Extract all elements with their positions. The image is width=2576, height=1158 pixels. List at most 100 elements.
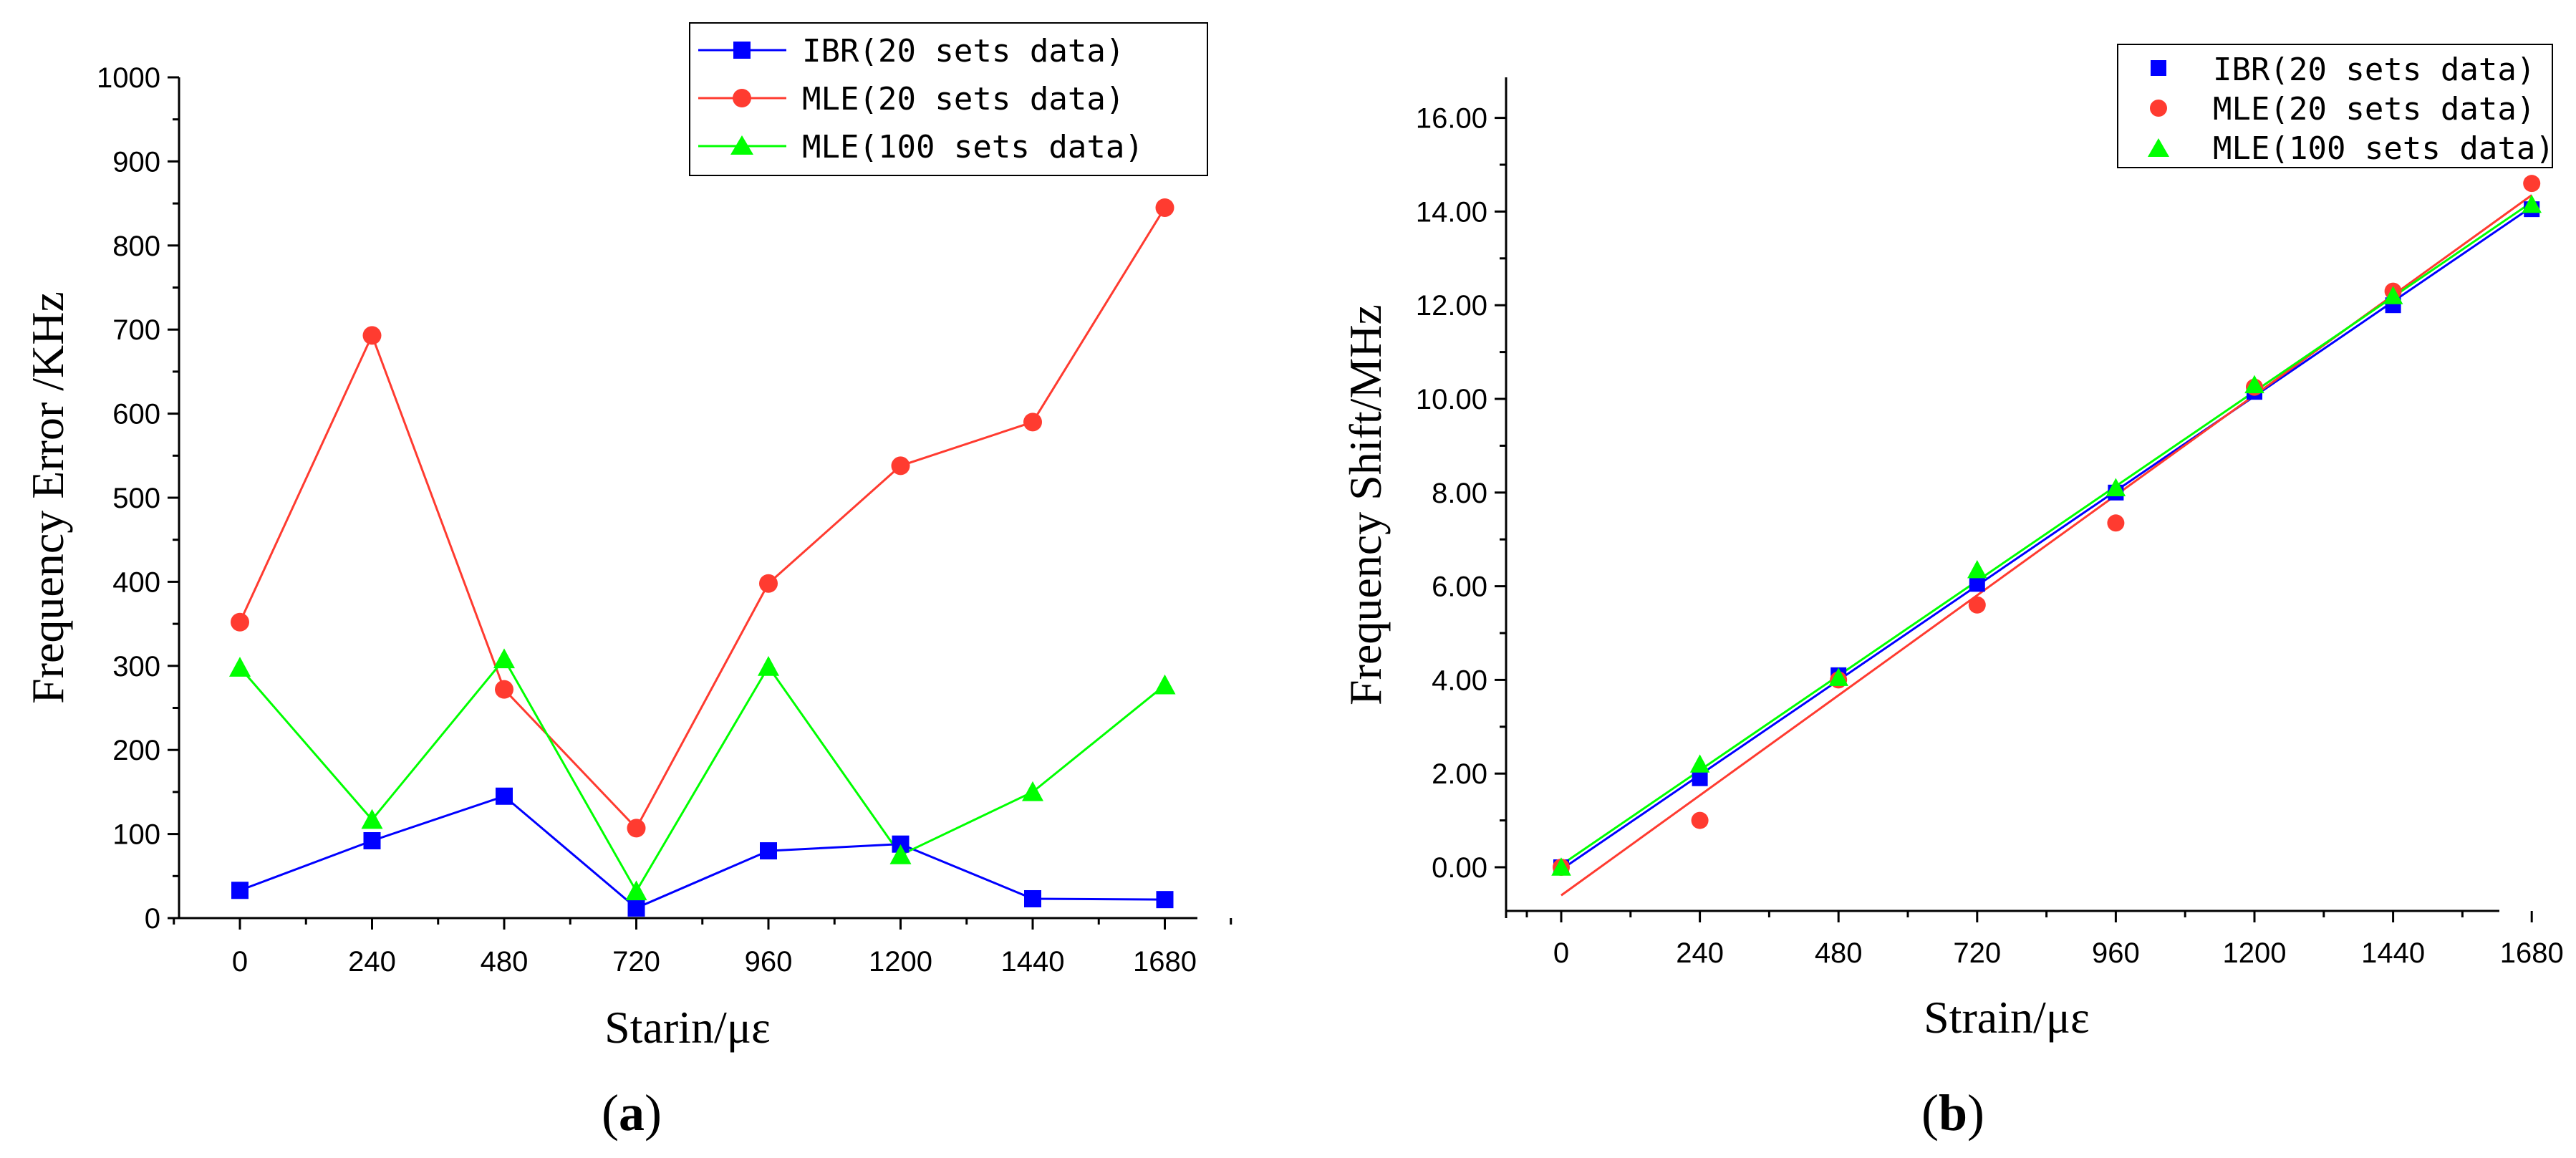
panel-a-point-mle100: [361, 809, 383, 829]
panel-b-legend-label-mle100: MLE(100 sets data): [2213, 130, 2555, 167]
panel-a-point-mle20: [1023, 412, 1042, 432]
panel-b-point-mle100: [2105, 478, 2126, 496]
panel-b-legend-marker-mle20: [2150, 100, 2167, 117]
panel-a-point-ibr20: [231, 882, 249, 899]
panel-b-point-mle20: [1968, 596, 1986, 614]
panel-a-point-mle20: [362, 326, 382, 345]
panel-b-ytick-label: 6.00: [1432, 571, 1487, 603]
panel-a-point-ibr20: [1024, 889, 1041, 907]
panel-a-point-mle100: [1022, 781, 1043, 801]
panel-a-series-line-mle100: [238, 657, 1166, 894]
panel-b-ytick-label: 12.00: [1416, 290, 1487, 322]
panel-a-ytick-label: 400: [112, 566, 160, 598]
panel-a-xtick-label: 1200: [869, 946, 932, 978]
panel-a-chart: 0 100 200 300 400 500 600 700 800 900 1000 0 240 480…: [22, 22, 1232, 1142]
panel-a-point-ibr20: [496, 787, 513, 805]
panel-a-point-mle20: [1155, 198, 1174, 217]
panel-a-xtick-label: 1680: [1133, 946, 1197, 978]
panel-b-point-mle20: [2523, 175, 2541, 193]
panel-a-point-mle20: [231, 612, 249, 632]
panel-a-legend-label-ibr: IBR(20 sets data): [802, 33, 1124, 69]
panel-a-point-mle100: [229, 657, 251, 677]
panel-b-ylabel: Frequency Shift/MHz: [1340, 304, 1391, 705]
panel-a-point-mle100: [625, 880, 647, 901]
panel-b-fit-line-mle100: [1560, 201, 2533, 866]
panel-b-legend-box: [2117, 44, 2553, 168]
panel-a-legend-label-mle20: MLE(20 sets data): [802, 81, 1124, 117]
panel-b-point-mle20: [2107, 514, 2125, 532]
panel-a-xlabel: Starin/με: [604, 1002, 771, 1053]
panel-a-point-mle100: [493, 648, 515, 669]
panel-a-ylabel: Frequency Error /KHz: [22, 291, 73, 704]
panel-b-point-mle20: [1691, 811, 1709, 829]
panel-a-point-mle100: [1154, 674, 1176, 695]
panel-b-ytick-label: 0.00: [1432, 852, 1487, 884]
panel-b-point-mle100: [1828, 667, 1848, 686]
panel-b-xlabel: Strain/με: [1924, 992, 2090, 1043]
panel-a-point-mle20: [495, 680, 513, 699]
panel-a-ytick-label: 1000: [97, 62, 160, 94]
panel-a-ytick-label: 700: [112, 314, 160, 346]
panel-a-legend-marker-mle100: [730, 135, 753, 155]
panel-b-point-mle100: [2383, 286, 2403, 304]
panel-a-legend-marker-mle20: [733, 89, 751, 107]
panel-b-label: (b): [1921, 1084, 1984, 1142]
panel-a-point-mle100: [889, 844, 912, 864]
panel-a-legend: IBR(20 sets data) MLE(20 sets data) MLE(…: [689, 22, 1208, 176]
panel-a-xtick-label: 1440: [1001, 946, 1065, 978]
panel-a-point-mle100: [758, 655, 779, 676]
panel-b-xtick-label: 480: [1815, 937, 1863, 969]
panel-a-xtick-label: 960: [745, 946, 793, 978]
panel-a-label: (a): [602, 1084, 662, 1142]
panel-b-legend-marker-mle100: [2148, 138, 2169, 157]
panel-a-point-ibr20: [760, 842, 777, 860]
panel-b-legend-label-ibr: IBR(20 sets data): [2213, 52, 2535, 88]
panel-a-ytick-label: 100: [112, 819, 160, 851]
panel-a-point-mle20: [891, 456, 910, 476]
panel-a-legend-marker-ibr: [733, 42, 751, 59]
panel-b-ytick-label: 10.00: [1416, 384, 1487, 415]
panel-a-xtick-label: 720: [612, 946, 660, 978]
panel-b-point-mle100: [2244, 375, 2264, 394]
panel-b-letter: b: [1939, 1084, 1967, 1142]
panel-a-ytick-label: 300: [112, 651, 160, 682]
panel-b-legend-marker-ibr: [2151, 60, 2166, 76]
panel-b-point-ibr20: [1969, 576, 1985, 592]
panel-b-ytick-label: 2.00: [1432, 758, 1487, 790]
panel-b-xtick-label: 720: [1953, 937, 2001, 969]
panel-a-point-mle20: [759, 574, 778, 593]
panel-a-xtick-label: 240: [348, 946, 396, 978]
panel-a-ytick-label: 800: [112, 231, 160, 262]
panel-b-ytick-label: 4.00: [1432, 665, 1487, 696]
panel-b-ytick-label: 14.00: [1416, 196, 1487, 228]
panel-b-xtick-label: 1440: [2361, 937, 2425, 969]
panel-a-point-mle20: [627, 819, 646, 838]
panel-b-chart: 0.00 2.00 4.00 6.00 8.00 10.00 12.00 14.00 16.00…: [1340, 44, 2564, 1142]
panel-b-ytick-label: 8.00: [1432, 478, 1487, 509]
panel-b-point-ibr20: [1692, 770, 1708, 786]
panel-a-ytick-label: 0: [145, 903, 160, 935]
panel-a-letter: a: [619, 1084, 645, 1142]
panel-a-xtick-label: 0: [232, 946, 248, 978]
panel-a-ytick-label: 200: [112, 735, 160, 766]
panel-b-legend: IBR(20 sets data) MLE(20 sets data) MLE(…: [2117, 44, 2555, 168]
panel-b-point-mle100: [1689, 754, 1710, 773]
panel-a-point-ibr20: [1156, 891, 1174, 909]
panel-a-xtick-label: 480: [481, 946, 529, 978]
panel-a-series-line-ibr20: [239, 795, 1165, 909]
panel-a-point-ibr20: [627, 899, 645, 917]
panel-b-legend-label-mle20: MLE(20 sets data): [2213, 91, 2535, 127]
panel-a-ytick-label: 600: [112, 399, 160, 430]
panel-b-xtick-label: 240: [1676, 937, 1724, 969]
panel-b-xtick-label: 0: [1553, 937, 1569, 969]
panel-b-xtick-label: 1200: [2223, 937, 2287, 969]
panel-b-point-mle100: [2522, 194, 2542, 213]
panel-b-ytick-label: 16.00: [1416, 103, 1487, 135]
panel-b-point-mle100: [1551, 857, 1571, 876]
panel-a-point-ibr20: [363, 831, 381, 849]
panel-a-series-line-mle20: [238, 207, 1166, 830]
panel-b-fit-line-ibr20: [1560, 206, 2533, 871]
panel-a-ytick-label: 900: [112, 146, 160, 178]
panel-b-point-mle100: [1967, 559, 1987, 579]
